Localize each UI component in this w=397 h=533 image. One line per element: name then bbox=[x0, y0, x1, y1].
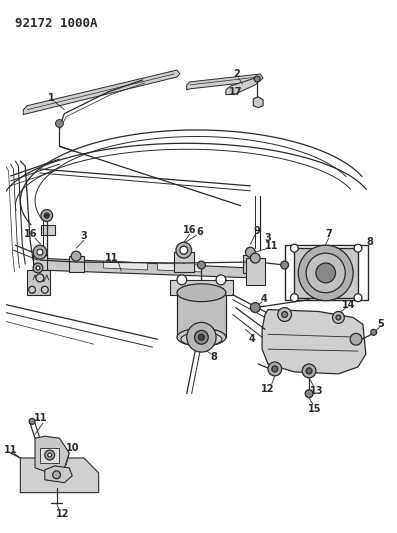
Polygon shape bbox=[157, 263, 201, 272]
Polygon shape bbox=[35, 436, 69, 473]
Text: 11: 11 bbox=[34, 414, 48, 423]
Text: 3: 3 bbox=[81, 231, 87, 241]
Circle shape bbox=[198, 334, 204, 340]
Circle shape bbox=[336, 315, 341, 320]
Circle shape bbox=[48, 453, 52, 457]
Circle shape bbox=[36, 266, 40, 270]
Circle shape bbox=[298, 245, 353, 301]
Polygon shape bbox=[33, 255, 47, 278]
Circle shape bbox=[195, 330, 208, 344]
Text: 10: 10 bbox=[66, 443, 79, 453]
Ellipse shape bbox=[181, 332, 222, 346]
Polygon shape bbox=[187, 74, 263, 90]
Circle shape bbox=[278, 308, 291, 321]
Circle shape bbox=[354, 294, 362, 302]
Circle shape bbox=[281, 261, 289, 269]
Circle shape bbox=[177, 275, 187, 285]
Polygon shape bbox=[177, 293, 226, 337]
Circle shape bbox=[306, 253, 345, 293]
Circle shape bbox=[272, 366, 278, 372]
Circle shape bbox=[29, 286, 35, 293]
Polygon shape bbox=[40, 448, 60, 463]
Circle shape bbox=[41, 209, 53, 222]
Circle shape bbox=[333, 311, 344, 324]
Circle shape bbox=[37, 249, 43, 255]
Text: 7: 7 bbox=[325, 229, 332, 239]
Circle shape bbox=[291, 244, 298, 252]
Text: 1: 1 bbox=[48, 93, 55, 103]
Ellipse shape bbox=[177, 328, 226, 346]
Circle shape bbox=[245, 247, 255, 257]
Circle shape bbox=[176, 243, 192, 258]
Text: 11: 11 bbox=[4, 445, 17, 455]
Polygon shape bbox=[35, 258, 252, 278]
Circle shape bbox=[302, 364, 316, 378]
Text: 13: 13 bbox=[310, 386, 324, 395]
Text: 4: 4 bbox=[249, 334, 256, 344]
Text: 12: 12 bbox=[56, 510, 69, 519]
Text: 14: 14 bbox=[341, 300, 355, 310]
Circle shape bbox=[254, 76, 260, 82]
Polygon shape bbox=[23, 70, 180, 115]
Circle shape bbox=[33, 245, 47, 259]
Text: 2: 2 bbox=[233, 69, 240, 79]
Text: 15: 15 bbox=[308, 403, 322, 414]
Polygon shape bbox=[41, 225, 55, 236]
Circle shape bbox=[306, 368, 312, 374]
Circle shape bbox=[350, 333, 362, 345]
Text: 16: 16 bbox=[183, 225, 197, 236]
Circle shape bbox=[371, 329, 377, 335]
Text: 8: 8 bbox=[366, 237, 373, 247]
Polygon shape bbox=[247, 258, 265, 285]
Circle shape bbox=[180, 246, 188, 254]
Text: 4: 4 bbox=[261, 294, 268, 304]
Text: 8: 8 bbox=[211, 352, 218, 362]
Polygon shape bbox=[170, 280, 233, 295]
Polygon shape bbox=[253, 97, 263, 108]
Circle shape bbox=[53, 471, 60, 479]
Circle shape bbox=[71, 251, 81, 261]
Polygon shape bbox=[262, 310, 366, 374]
Circle shape bbox=[29, 418, 35, 424]
Text: 92172 1000A: 92172 1000A bbox=[15, 17, 98, 30]
Text: 11: 11 bbox=[265, 241, 279, 251]
Polygon shape bbox=[174, 252, 194, 272]
Circle shape bbox=[251, 303, 260, 312]
Circle shape bbox=[268, 362, 281, 376]
Circle shape bbox=[187, 322, 216, 352]
Ellipse shape bbox=[177, 284, 226, 302]
Polygon shape bbox=[295, 248, 358, 297]
Polygon shape bbox=[243, 255, 258, 273]
Text: 5: 5 bbox=[377, 319, 384, 329]
Text: 9: 9 bbox=[254, 227, 260, 236]
Text: 16: 16 bbox=[24, 229, 38, 239]
Circle shape bbox=[216, 275, 226, 285]
Circle shape bbox=[45, 450, 55, 460]
Text: 6: 6 bbox=[196, 228, 203, 237]
Polygon shape bbox=[226, 78, 258, 95]
Text: 17: 17 bbox=[229, 87, 243, 97]
Circle shape bbox=[305, 390, 313, 398]
Circle shape bbox=[316, 263, 335, 283]
Polygon shape bbox=[27, 270, 50, 295]
Circle shape bbox=[197, 261, 205, 269]
Circle shape bbox=[56, 119, 64, 127]
Text: 11: 11 bbox=[104, 253, 118, 263]
Circle shape bbox=[36, 274, 44, 282]
Circle shape bbox=[44, 213, 49, 218]
Circle shape bbox=[281, 311, 287, 318]
Polygon shape bbox=[104, 261, 148, 270]
Text: 3: 3 bbox=[264, 233, 271, 243]
Polygon shape bbox=[45, 466, 72, 483]
Circle shape bbox=[291, 294, 298, 302]
Polygon shape bbox=[69, 256, 84, 272]
Polygon shape bbox=[20, 458, 98, 492]
Circle shape bbox=[33, 263, 43, 273]
Circle shape bbox=[251, 253, 260, 263]
Circle shape bbox=[41, 286, 48, 293]
Circle shape bbox=[354, 244, 362, 252]
Text: 12: 12 bbox=[261, 384, 275, 394]
